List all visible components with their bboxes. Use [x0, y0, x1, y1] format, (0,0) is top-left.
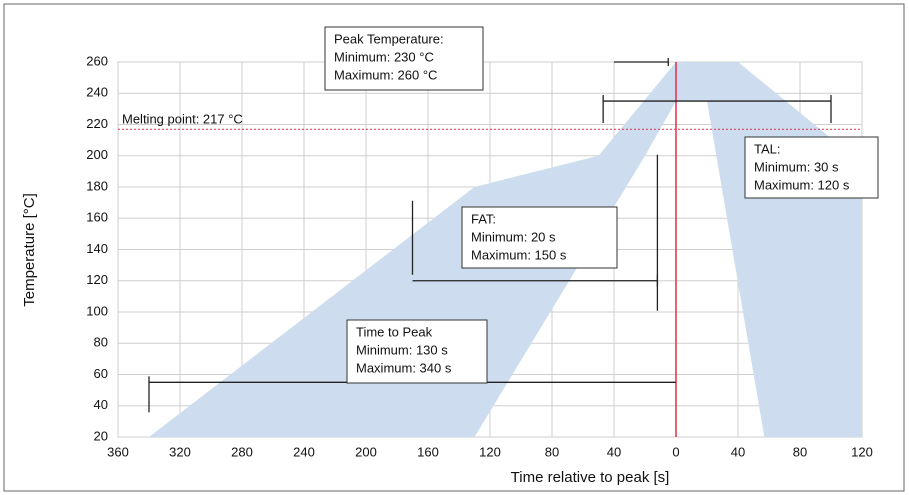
y-axis-label: Temperature [°C]	[21, 193, 38, 307]
annotation-text: Minimum: 30 s	[754, 159, 839, 174]
x-tick-label: 40	[731, 444, 745, 459]
y-tick-label: 80	[94, 335, 108, 350]
y-tick-label: 40	[94, 397, 108, 412]
annotation-text: Maximum: 120 s	[754, 177, 850, 192]
x-axis-label: Time relative to peak [s]	[511, 469, 670, 486]
y-tick-label: 60	[94, 366, 108, 381]
annotation-text: Time to Peak	[356, 324, 433, 339]
y-tick-label: 100	[86, 303, 108, 318]
annotation-text: Minimum: 20 s	[471, 229, 556, 244]
y-tick-label: 160	[86, 210, 108, 225]
x-tick-label: 160	[417, 444, 439, 459]
annotation-box	[461, 206, 618, 269]
x-tick-label: 120	[479, 444, 501, 459]
x-tick-label: 0	[672, 444, 679, 459]
y-tick-label: 20	[94, 428, 108, 443]
x-tick-label: 80	[545, 444, 559, 459]
x-tick-label: 240	[293, 444, 315, 459]
annotation-text: Maximum: 340 s	[356, 360, 452, 375]
y-tick-label: 200	[86, 147, 108, 162]
y-tick-label: 120	[86, 272, 108, 287]
y-tick-label: 180	[86, 178, 108, 193]
y-tick-label: 240	[86, 85, 108, 100]
annotation-text: Minimum: 230 °C	[334, 49, 434, 64]
melting-point-label: Melting point: 217 °C	[122, 112, 243, 127]
annotation-text: Peak Temperature:	[334, 31, 444, 46]
annotation-text: Minimum: 130 s	[356, 342, 448, 357]
x-tick-label: 80	[793, 444, 807, 459]
y-tick-label: 220	[86, 116, 108, 131]
annotation-box	[324, 26, 484, 91]
y-tick-label: 260	[86, 53, 108, 68]
x-tick-label: 200	[355, 444, 377, 459]
annotation-text: Maximum: 150 s	[471, 247, 567, 262]
x-tick-label: 280	[231, 444, 253, 459]
x-tick-label: 360	[107, 444, 129, 459]
annotation-box	[346, 319, 488, 384]
annotation-text: Maximum: 260 °C	[334, 67, 437, 82]
annotation-box	[744, 136, 879, 199]
x-tick-label: 40	[607, 444, 621, 459]
annotation-text: TAL:	[754, 141, 781, 156]
annotation-text: FAT:	[471, 211, 496, 226]
x-tick-label: 120	[851, 444, 873, 459]
frame	[3, 3, 905, 492]
x-tick-label: 320	[169, 444, 191, 459]
y-tick-label: 140	[86, 241, 108, 256]
